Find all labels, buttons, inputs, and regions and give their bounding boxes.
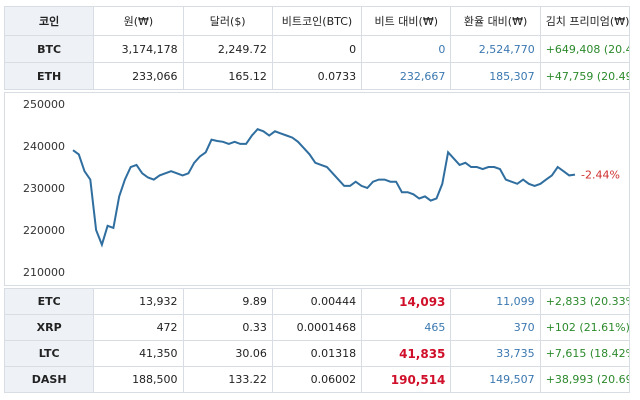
table-cell: 2,524,770 xyxy=(450,35,541,63)
table-cell: +102 (21.61%) xyxy=(539,314,631,341)
table-cell: 472 xyxy=(93,314,184,341)
table-cell: 33,735 xyxy=(450,340,541,367)
y-tick-label: 240000 xyxy=(23,140,65,153)
table-cell: 김치 프리미엄(₩) xyxy=(539,6,631,36)
table-cell: 165.12 xyxy=(182,62,273,90)
table-cell: 비트 대비(₩) xyxy=(361,6,452,36)
table-cell: 환율 대비(₩) xyxy=(450,6,541,36)
table-row: BTC 3,174,178 2,249.72 0 0 2,524,770 +649,408 … xyxy=(3,35,631,63)
table-cell: XRP xyxy=(3,314,95,341)
table-cell: 3,174,178 xyxy=(93,35,184,63)
table-row: XRP 472 0.33 0.0001468 465 370 +102 (21.61%) xyxy=(3,314,631,341)
change-annotation: -2.44% xyxy=(581,169,620,182)
table-row: ETH 233,066 165.12 0.0733 232,667 185,307 +47,… xyxy=(3,62,631,90)
table-cell: +47,759 (20.49%) xyxy=(539,62,631,90)
table-cell: 233,066 xyxy=(93,62,184,90)
y-tick-label: 230000 xyxy=(23,182,65,195)
table-cell: 41,835 xyxy=(361,340,452,367)
table-cell: +649,408 (20.46%) xyxy=(539,35,631,63)
table-cell: 2,249.72 xyxy=(182,35,273,63)
table-cell: ETH xyxy=(3,62,95,90)
table-cell: 133.22 xyxy=(182,366,273,393)
table-cell: 41,350 xyxy=(93,340,184,367)
y-tick-label: 220000 xyxy=(23,224,65,237)
table-cell: 0.06002 xyxy=(271,366,363,393)
table-cell: 0 xyxy=(361,35,452,63)
table-cell: 비트코인(BTC) xyxy=(271,6,363,36)
table-cell: 13,932 xyxy=(93,288,184,315)
price-line xyxy=(72,128,576,248)
table-row: ETC 13,932 9.89 0.00444 14,093 11,099 +2,833 (… xyxy=(3,288,631,315)
table-cell: 465 xyxy=(361,314,452,341)
table-cell: 30.06 xyxy=(182,340,273,367)
table-cell: 0.0001468 xyxy=(271,314,363,341)
table-cell: 9.89 xyxy=(182,288,273,315)
table-row: LTC 41,350 30.06 0.01318 41,835 33,735 +7,615 … xyxy=(3,340,631,367)
table-cell: 원(₩) xyxy=(93,6,184,36)
table-cell: 코인 xyxy=(3,6,95,36)
price-table-top: 코인 원(₩) 달러($) 비트코인(BTC) 비트 대비(₩) 환율 대비(₩) 김치 프… xyxy=(3,6,631,90)
table-cell: 0 xyxy=(271,35,363,63)
table-cell: 185,307 xyxy=(450,62,541,90)
table-cell: 232,667 xyxy=(361,62,452,90)
table-cell: 0.33 xyxy=(182,314,273,341)
table-cell: +2,833 (20.33%) xyxy=(539,288,631,315)
table-cell: 11,099 xyxy=(450,288,541,315)
table-cell: 달러($) xyxy=(182,6,273,36)
table-cell: BTC xyxy=(3,35,95,63)
table-cell: DASH xyxy=(3,366,95,393)
table-cell: +7,615 (18.42%) xyxy=(539,340,631,367)
table-cell: 149,507 xyxy=(450,366,541,393)
price-table-bottom: ETC 13,932 9.89 0.00444 14,093 11,099 +2,833 (… xyxy=(3,288,631,393)
table-cell: 0.01318 xyxy=(271,340,363,367)
chart: 210000 220000 230000 240000 250000 -2.44% xyxy=(4,92,630,286)
table-cell: 188,500 xyxy=(93,366,184,393)
y-tick-label: 250000 xyxy=(23,98,65,111)
table-cell: +38,993 (20.69%) xyxy=(539,366,631,393)
table-cell: 0.0733 xyxy=(271,62,363,90)
table-cell: LTC xyxy=(3,340,95,367)
table-cell: 190,514 xyxy=(361,366,452,393)
table-cell: 14,093 xyxy=(361,288,452,315)
table-row: DASH 188,500 133.22 0.06002 190,514 149,507 +3… xyxy=(3,366,631,393)
table-row: 코인 원(₩) 달러($) 비트코인(BTC) 비트 대비(₩) 환율 대비(₩) 김치 프… xyxy=(3,6,631,36)
table-cell: 370 xyxy=(450,314,541,341)
y-tick-label: 210000 xyxy=(23,266,65,279)
table-cell: ETC xyxy=(3,288,95,315)
table-cell: 0.00444 xyxy=(271,288,363,315)
